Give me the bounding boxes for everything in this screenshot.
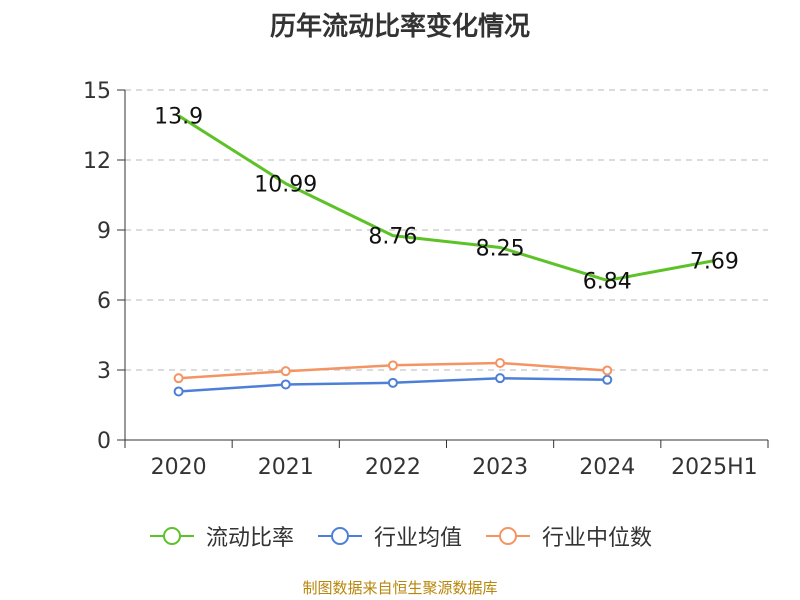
data-label: 10.99 bbox=[254, 173, 317, 198]
series-point-1 bbox=[495, 373, 506, 384]
source-note: 制图数据来自恒生聚源数据库 bbox=[302, 579, 498, 597]
series-line-0 bbox=[177, 114, 715, 282]
legend-swatch-industry-average bbox=[317, 527, 362, 545]
chart-title: 历年流动比率变化情况 bbox=[269, 12, 530, 42]
legend-item-current-ratio[interactable]: 流动比率 bbox=[148, 520, 294, 552]
x-tick-label: 2025H1 bbox=[671, 455, 758, 480]
series-point-2 bbox=[173, 373, 184, 384]
x-tick-label: 2024 bbox=[579, 455, 635, 480]
series-point-2 bbox=[495, 358, 506, 368]
x-tick-label: 2022 bbox=[365, 455, 421, 480]
legend-label-industry-median: 行业中位数 bbox=[542, 526, 653, 551]
series-point-1 bbox=[602, 374, 613, 385]
series-point-2 bbox=[602, 365, 613, 376]
legend-marker bbox=[499, 527, 517, 545]
legend-item-industry-average[interactable]: 行业均值 bbox=[316, 520, 462, 552]
y-tick-label: 6 bbox=[97, 289, 111, 314]
legend-item-industry-median[interactable]: 行业中位数 bbox=[484, 520, 652, 552]
axis-layer: 0 3 6 9 12 15 2020 2021 2022 2023 2024 2025H1 bbox=[83, 79, 769, 480]
legend-marker bbox=[162, 527, 181, 545]
legend-label-industry-average: 行业均值 bbox=[373, 526, 462, 551]
legend-swatch-current-ratio bbox=[149, 527, 194, 545]
y-tick-label: 0 bbox=[97, 429, 111, 454]
x-tick-label: 2020 bbox=[151, 455, 207, 480]
y-tick-label: 12 bbox=[83, 149, 111, 174]
data-label: 6.84 bbox=[583, 269, 632, 294]
y-tick-label: 9 bbox=[97, 219, 111, 244]
legend-swatch-industry-median bbox=[486, 527, 530, 545]
series-point-2 bbox=[280, 366, 291, 377]
legend-marker bbox=[330, 527, 349, 545]
series-point-1 bbox=[173, 386, 184, 397]
data-label-layer: 13.9 10.99 8.76 8.25 6.84 7.69 bbox=[154, 105, 739, 295]
series-point-2 bbox=[387, 360, 398, 371]
data-label: 8.25 bbox=[476, 237, 525, 262]
series-point-1 bbox=[280, 379, 291, 390]
legend: 流动比率 行业均值 行业中位数 bbox=[0, 520, 800, 552]
y-tick-label: 3 bbox=[97, 359, 111, 384]
series-point-1 bbox=[387, 377, 398, 388]
x-tick-label: 2023 bbox=[472, 455, 528, 480]
x-tick-label: 2021 bbox=[258, 455, 314, 480]
data-label: 7.69 bbox=[690, 250, 739, 275]
y-tick-label: 15 bbox=[83, 79, 111, 104]
series-layer bbox=[173, 114, 715, 397]
data-label: 13.9 bbox=[154, 105, 203, 130]
grid-layer bbox=[125, 89, 768, 371]
data-label: 8.76 bbox=[368, 225, 417, 250]
legend-label-current-ratio: 流动比率 bbox=[205, 526, 294, 551]
